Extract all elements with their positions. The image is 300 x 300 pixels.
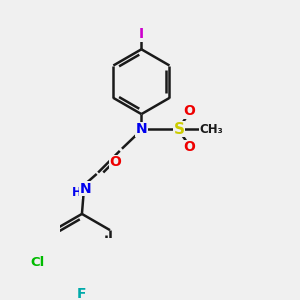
Text: S: S [174, 122, 185, 137]
Text: I: I [139, 27, 144, 41]
Text: H: H [72, 186, 82, 199]
Text: O: O [183, 104, 195, 118]
Text: O: O [183, 140, 195, 154]
Text: N: N [80, 182, 91, 196]
Text: O: O [110, 155, 122, 170]
Text: Cl: Cl [30, 256, 44, 269]
Text: CH₃: CH₃ [200, 123, 224, 136]
Text: N: N [136, 122, 147, 136]
Text: F: F [77, 287, 87, 300]
